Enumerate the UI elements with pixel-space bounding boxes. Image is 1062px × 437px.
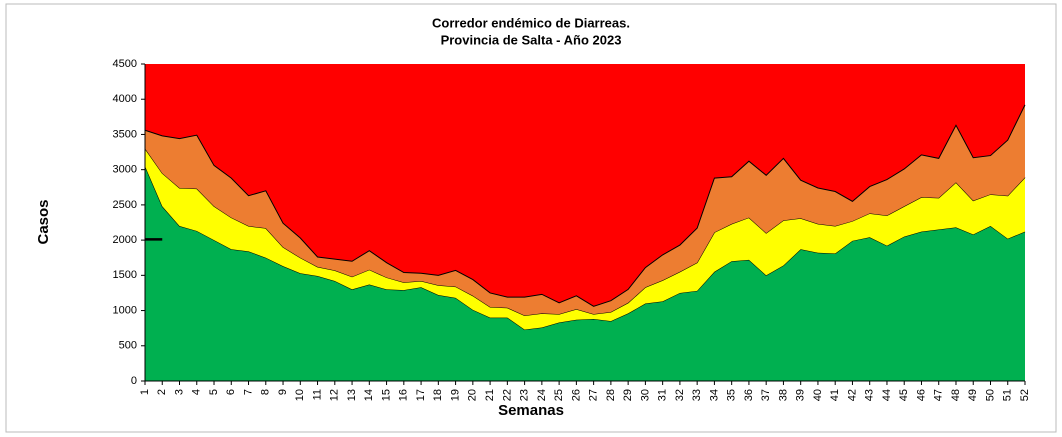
x-tick-label: 42 [846, 389, 858, 401]
x-tick-label: 45 [898, 389, 910, 401]
x-tick-label: 24 [536, 389, 548, 401]
y-tick-label: 3500 [113, 128, 137, 140]
chart-title: Corredor endémico de Diarreas. [432, 15, 630, 30]
x-tick-label: 3 [173, 389, 185, 395]
x-tick-label: 17 [415, 389, 427, 401]
x-tick-label: 30 [639, 389, 651, 401]
y-axis-label: Casos [35, 199, 52, 244]
area [145, 104, 1025, 316]
x-tick-label: 50 [984, 389, 996, 401]
x-tick-label: 38 [777, 389, 789, 401]
x-tick-label: 8 [260, 389, 272, 395]
x-tick-label: 37 [760, 389, 772, 401]
x-tick-label: 52 [1019, 389, 1031, 401]
x-tick-label: 26 [570, 389, 582, 401]
x-tick-label: 25 [553, 389, 565, 401]
x-tick-label: 9 [277, 389, 289, 395]
x-tick-label: 7 [242, 389, 254, 395]
x-tick-label: 19 [449, 389, 461, 401]
y-tick-label: 0 [131, 375, 137, 387]
x-tick-label: 49 [967, 389, 979, 401]
y-tick-label: 4000 [113, 93, 137, 105]
x-tick-label: 15 [380, 389, 392, 401]
x-tick-label: 51 [1002, 389, 1014, 401]
y-tick-label: 1000 [113, 304, 137, 316]
x-tick-label: 44 [881, 389, 893, 401]
x-tick-label: 20 [467, 389, 479, 401]
x-tick-label: 41 [829, 389, 841, 401]
x-tick-label: 5 [208, 389, 220, 395]
chart-subtitle: Provincia de Salta - Año 2023 [441, 32, 622, 47]
x-tick-label: 10 [294, 389, 306, 401]
x-tick-label: 11 [311, 389, 323, 400]
x-tick-label: 6 [225, 389, 237, 395]
y-tick-label: 2000 [113, 234, 137, 246]
x-tick-label: 14 [363, 389, 375, 401]
x-tick-label: 34 [708, 389, 720, 401]
x-tick-label: 16 [398, 389, 410, 401]
x-tick-label: 27 [588, 389, 600, 401]
x-tick-label: 36 [743, 389, 755, 401]
x-tick-label: 35 [726, 389, 738, 401]
area [145, 148, 1025, 330]
y-tick-label: 2500 [113, 199, 137, 211]
y-tick-label: 500 [119, 340, 137, 352]
area [145, 166, 1025, 381]
y-tick-label: 4500 [113, 58, 137, 70]
x-tick-label: 33 [691, 389, 703, 401]
x-tick-label: 12 [329, 389, 341, 401]
x-tick-label: 1 [139, 389, 151, 395]
x-tick-label: 4 [191, 389, 203, 395]
y-tick-label: 3000 [113, 164, 137, 176]
x-tick-label: 22 [501, 389, 513, 401]
area-edge [144, 104, 1026, 307]
x-tick-label: 39 [795, 389, 807, 401]
x-tick-label: 46 [915, 389, 927, 401]
y-tick-label: 1500 [113, 269, 137, 281]
x-tick-label: 29 [622, 389, 634, 401]
x-tick-label: 43 [864, 389, 876, 401]
x-tick-label: 2 [156, 389, 168, 395]
x-tick-label: 18 [432, 389, 444, 401]
x-tick-label: 48 [950, 389, 962, 401]
x-tick-label: 28 [605, 389, 617, 401]
x-tick-label: 31 [657, 389, 669, 401]
x-tick-label: 32 [674, 389, 686, 401]
x-tick-label: 13 [346, 389, 358, 401]
x-tick-label: 23 [519, 389, 531, 401]
x-tick-label: 47 [933, 389, 945, 401]
x-tick-label: 40 [812, 389, 824, 401]
x-axis-label: Semanas [498, 402, 564, 419]
x-tick-label: 21 [484, 389, 496, 401]
